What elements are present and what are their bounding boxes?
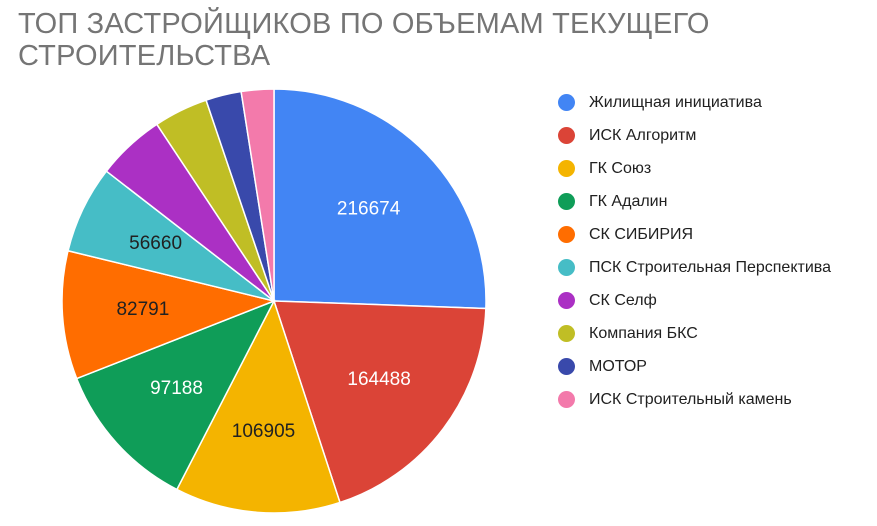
legend-label: ГК Адалин xyxy=(589,192,668,210)
pie-slice xyxy=(240,88,275,302)
chart-legend: Жилищная инициатива ИСК Алгоритм ГК Союз ГК… xyxy=(558,86,831,416)
legend-label: СК СИБИРИЯ xyxy=(589,225,694,243)
legend-item: ГК Адалин xyxy=(558,185,831,218)
legend-swatch xyxy=(558,358,575,375)
legend-label: Компания БКС xyxy=(589,324,698,342)
pie-slice xyxy=(75,299,276,491)
chart-title: ТОП ЗАСТРОЙЩИКОВ ПО ОБЪЕМАМ ТЕКУЩЕГО СТР… xyxy=(18,8,710,72)
slice-value-label: 164488 xyxy=(347,369,410,390)
legend-item: ПСК Строительная Перспектива xyxy=(558,251,831,284)
pie-slice xyxy=(61,249,277,380)
legend-swatch xyxy=(558,127,575,144)
legend-item: СК СИБИРИЯ xyxy=(558,218,831,251)
legend-item: ГК Союз xyxy=(558,152,831,185)
legend-swatch xyxy=(558,259,575,276)
pie-slice xyxy=(273,88,487,310)
legend-label: ГК Союз xyxy=(589,159,652,177)
legend-item: Компания БКС xyxy=(558,317,831,350)
slice-value-label: 216674 xyxy=(337,199,401,220)
slice-value-label: 106905 xyxy=(232,421,295,442)
legend-swatch xyxy=(558,226,575,243)
legend-swatch xyxy=(558,391,575,408)
pie-slice xyxy=(175,299,341,514)
legend-label: СК Селф xyxy=(589,291,657,309)
legend-label: ИСК Алгоритм xyxy=(589,126,697,144)
slice-value-label: 97188 xyxy=(150,378,203,399)
legend-swatch xyxy=(558,160,575,177)
legend-item: ИСК Алгоритм xyxy=(558,119,831,152)
legend-item: СК Селф xyxy=(558,284,831,317)
legend-label: МОТОР xyxy=(589,357,647,375)
slice-value-label: 82791 xyxy=(116,299,169,320)
legend-swatch xyxy=(558,292,575,309)
legend-item: Жилищная инициатива xyxy=(558,86,831,119)
legend-item: ИСК Строительный камень xyxy=(558,383,831,416)
legend-label: Жилищная инициатива xyxy=(589,93,762,111)
legend-label: ПСК Строительная Перспектива xyxy=(589,258,831,276)
pie-slice xyxy=(272,300,487,504)
legend-label: ИСК Строительный камень xyxy=(589,390,792,408)
legend-item: МОТОР xyxy=(558,350,831,383)
legend-swatch xyxy=(558,94,575,111)
slice-value-label: 56660 xyxy=(129,233,182,254)
legend-swatch xyxy=(558,193,575,210)
legend-swatch xyxy=(558,325,575,342)
